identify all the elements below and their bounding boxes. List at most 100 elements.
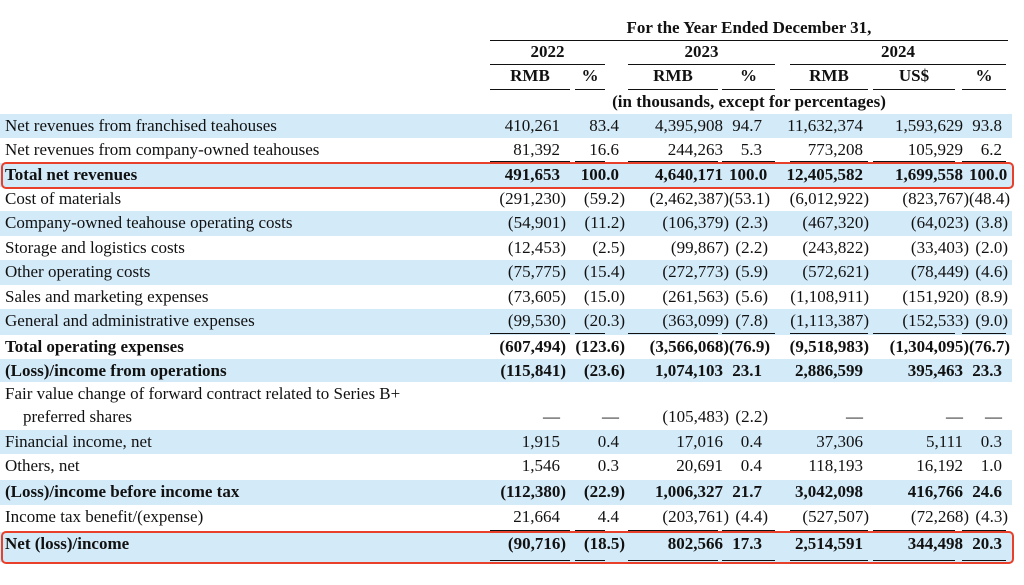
cell-value: (203,761) [662,507,729,526]
cell-value: (2.2) [735,238,768,257]
cell-value: 802,566 [667,534,723,553]
year-header: 2024 [881,42,915,61]
column-header: % [740,66,757,85]
cell-value: (99,867) [670,238,729,257]
cell-value: (151,920) [902,287,969,306]
cell-value: (4.3) [975,507,1008,526]
cell-value: 100.0 [969,165,1008,184]
cell-value: 100.0 [729,165,768,184]
highlight-box [1,531,1014,564]
cell-value: 1,699,558 [895,165,963,184]
column-rule [722,89,775,90]
cell-value: — [985,407,1002,426]
table-row: Storage and logistics costs (12,453) (2.5)… [0,236,1012,260]
underline [722,333,775,334]
column-header: RMB [809,66,849,85]
cell-value: — [602,407,619,426]
cell-value: (1,304,095) [889,337,969,356]
table-row: Total net revenues 491,653 100.0 4,640,171 1… [0,163,1012,187]
row-label: Storage and logistics costs [5,238,185,257]
row-label: Total net revenues [5,165,138,184]
cell-value: (6,012,922) [789,189,869,208]
table-row: Income tax benefit/(expense) 21,664 4.4 (20… [0,505,1012,532]
year-header: 2023 [684,42,719,61]
cell-value: (8.9) [975,287,1008,306]
cell-value: (2,462,387) [649,189,729,208]
underline [790,530,868,531]
cell-value: (15.0) [583,287,625,306]
cell-value: — [946,407,963,426]
cell-value: 410,261 [504,116,560,135]
table-row: General and administrative expenses (99,5… [0,309,1012,335]
cell-value: (2.0) [975,238,1008,257]
underline [790,560,868,561]
table-row: (Loss)/income from operations (115,841) (2… [0,359,1012,382]
cell-value: (152,533) [902,311,969,330]
column-header: % [975,66,993,85]
cell-value: (90,716) [507,534,566,553]
period-header: For the Year Ended December 31, [626,18,872,37]
table-row: Company-owned teahouse operating costs (5… [0,211,1012,236]
cell-value: (12,453) [507,238,566,257]
cell-value: (572,621) [802,262,869,281]
underline [490,161,570,162]
cell-value: 118,193 [808,456,863,475]
cell-value: (33,403) [910,238,969,257]
column-header: RMB [510,66,550,85]
column-rule [628,89,718,90]
column-rule [790,89,868,90]
underline [722,560,775,561]
cell-value: — [543,407,560,426]
underline [628,333,718,334]
cell-value: 5,111 [926,432,963,451]
year-rule [628,64,775,65]
column-rule [962,89,1006,90]
row-label: Total operating expenses [5,337,184,356]
cell-value: (123.6) [575,337,625,356]
cell-value: 24.6 [972,482,1002,501]
cell-value: 244,263 [667,140,723,159]
table-row: Financial income, net 1,915 0.4 17,016 0.4 37… [0,430,1012,454]
cell-value: (527,507) [802,507,869,526]
cell-value: 83.4 [589,116,619,135]
cell-value: (76.9) [729,337,771,356]
row-label: (Loss)/income from operations [5,361,227,380]
cell-value: 6.2 [980,140,1002,159]
cell-value: 20,691 [676,456,723,475]
underline [873,333,955,334]
cell-value: 3,042,098 [795,482,863,501]
cell-value: 17,016 [676,432,723,451]
underline [790,161,868,162]
cell-value: (3.8) [975,213,1008,232]
cell-value: (363,099) [662,311,729,330]
cell-value: 94.7 [732,116,762,135]
cell-value: 4,640,171 [655,165,723,184]
underline [575,560,605,561]
cell-value: 1,006,327 [655,482,723,501]
row-label: Net revenues from company-owned teahouse… [5,140,320,159]
year-header: 2022 [530,42,565,61]
row-label: Financial income, net [5,432,152,451]
underline [962,530,1006,531]
cell-value: 2,886,599 [795,361,863,380]
cell-value: 16,192 [916,456,963,475]
row-label: (Loss)/income before income tax [5,482,240,501]
cell-value: 0.3 [597,456,619,475]
cell-value: (291,230) [499,189,566,208]
cell-value: 11,632,374 [787,116,863,135]
year-rule [490,64,605,65]
cell-value: (53.1) [729,189,771,208]
cell-value: (15.4) [583,262,625,281]
cell-value: (9,518,983) [789,337,869,356]
table-row: Total operating expenses (607,494) (123.6)… [0,335,1012,359]
cell-value: (2.3) [735,213,768,232]
cell-value: (72,268) [910,507,969,526]
table-row: Net (loss)/income (90,716) (18.5) 802,566 17… [0,532,1012,564]
underline [873,560,955,561]
cell-value: (607,494) [499,337,566,356]
cell-value: 16.6 [589,140,619,159]
cell-value: 81,392 [513,140,560,159]
column-rule [873,89,955,90]
cell-value: 100.0 [580,165,619,184]
cell-value: 0.4 [740,456,762,475]
